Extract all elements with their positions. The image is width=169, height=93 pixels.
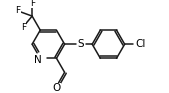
Text: N: N xyxy=(34,55,42,65)
Text: F: F xyxy=(15,6,20,15)
Text: F: F xyxy=(30,0,35,8)
Text: Cl: Cl xyxy=(135,39,146,49)
Text: O: O xyxy=(52,83,61,93)
Text: S: S xyxy=(78,39,84,49)
Text: F: F xyxy=(21,23,26,32)
